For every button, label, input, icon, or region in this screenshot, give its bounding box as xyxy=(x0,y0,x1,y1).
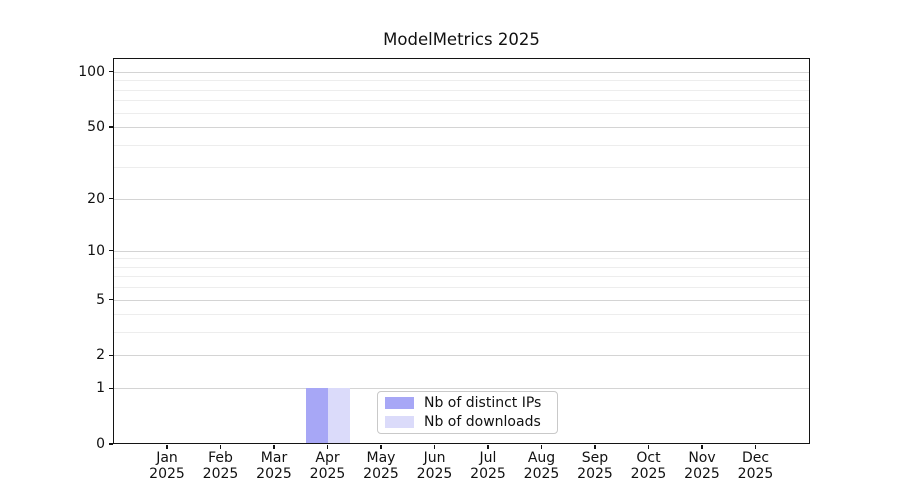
y-gridline-major-2 xyxy=(113,355,810,357)
x-tick-label-feb: Feb 2025 xyxy=(202,449,239,483)
x-tick-label-dec: Dec 2025 xyxy=(737,449,774,483)
x-tick-jan xyxy=(166,444,168,449)
y-tick-50 xyxy=(108,126,113,128)
y-tick-2 xyxy=(108,354,113,356)
y-gridline-minor-7 xyxy=(113,276,810,278)
y-tick-0 xyxy=(108,443,113,445)
y-gridline-minor-4 xyxy=(113,314,810,316)
chart-title: ModelMetrics 2025 xyxy=(383,30,540,49)
y-gridline-minor-60 xyxy=(113,112,810,114)
x-tick-label-oct: Oct 2025 xyxy=(630,449,667,483)
legend-item-downloads: Nb of downloads xyxy=(385,413,549,430)
x-tick-apr xyxy=(326,444,329,449)
y-tick-20 xyxy=(108,197,113,200)
y-tick-label-2: 2 xyxy=(96,347,105,364)
legend-label-downloads: Nb of downloads xyxy=(424,413,541,430)
y-gridline-minor-30 xyxy=(113,167,810,169)
x-tick-sep xyxy=(594,444,596,449)
y-tick-10 xyxy=(108,250,113,252)
y-tick-5 xyxy=(108,298,113,301)
x-tick-label-may: May 2025 xyxy=(363,449,399,483)
y-gridline-minor-90 xyxy=(113,80,810,82)
x-tick-mar xyxy=(273,444,275,449)
x-tick-label-jun: Jun 2025 xyxy=(416,449,453,483)
x-tick-oct xyxy=(647,444,650,449)
y-gridline-minor-70 xyxy=(113,100,810,102)
y-gridline-minor-9 xyxy=(113,258,810,260)
legend: Nb of distinct IPs Nb of downloads xyxy=(377,391,558,434)
x-tick-nov xyxy=(701,444,703,449)
y-tick-label-1: 1 xyxy=(96,380,105,397)
x-tick-label-nov: Nov 2025 xyxy=(684,449,720,483)
y-gridline-minor-8 xyxy=(113,266,810,268)
x-tick-may xyxy=(380,444,382,449)
x-tick-label-apr: Apr 2025 xyxy=(309,449,346,483)
legend-swatch-downloads xyxy=(385,416,414,428)
x-tick-feb xyxy=(219,444,222,449)
y-gridline-major-1 xyxy=(113,388,810,390)
y-gridline-minor-3 xyxy=(113,332,810,334)
legend-item-distinct-ips: Nb of distinct IPs xyxy=(385,394,549,411)
x-tick-dec xyxy=(754,444,757,449)
x-tick-jul xyxy=(487,444,489,449)
y-tick-label-100: 100 xyxy=(78,63,105,80)
bar-nb-of-distinct-ips-apr xyxy=(305,388,328,444)
y-gridline-minor-6 xyxy=(113,287,810,289)
y-gridline-major-20 xyxy=(113,198,810,200)
y-gridline-major-5 xyxy=(113,299,810,301)
y-tick-1 xyxy=(108,387,113,389)
x-tick-label-mar: Mar 2025 xyxy=(256,449,292,483)
x-tick-label-aug: Aug 2025 xyxy=(523,449,560,483)
y-tick-100 xyxy=(108,71,113,73)
y-gridline-minor-80 xyxy=(113,89,810,91)
x-tick-jun xyxy=(433,444,436,449)
x-tick-label-jul: Jul 2025 xyxy=(470,449,506,483)
legend-swatch-distinct-ips xyxy=(385,397,414,409)
y-gridline-major-10 xyxy=(113,250,810,252)
x-tick-aug xyxy=(540,444,543,449)
y-tick-label-50: 50 xyxy=(87,118,105,135)
x-tick-label-jan: Jan 2025 xyxy=(149,449,185,483)
plot-area xyxy=(113,58,810,444)
y-tick-label-0: 0 xyxy=(96,436,105,452)
y-tick-label-20: 20 xyxy=(87,190,105,207)
y-tick-label-10: 10 xyxy=(87,242,105,259)
y-gridline-major-100 xyxy=(113,71,810,73)
legend-label-distinct-ips: Nb of distinct IPs xyxy=(424,394,542,411)
x-tick-label-sep: Sep 2025 xyxy=(577,449,613,483)
y-tick-label-5: 5 xyxy=(96,291,105,308)
y-gridline-major-50 xyxy=(113,126,810,128)
bar-nb-of-downloads-apr xyxy=(327,388,350,444)
y-gridline-minor-40 xyxy=(113,144,810,146)
